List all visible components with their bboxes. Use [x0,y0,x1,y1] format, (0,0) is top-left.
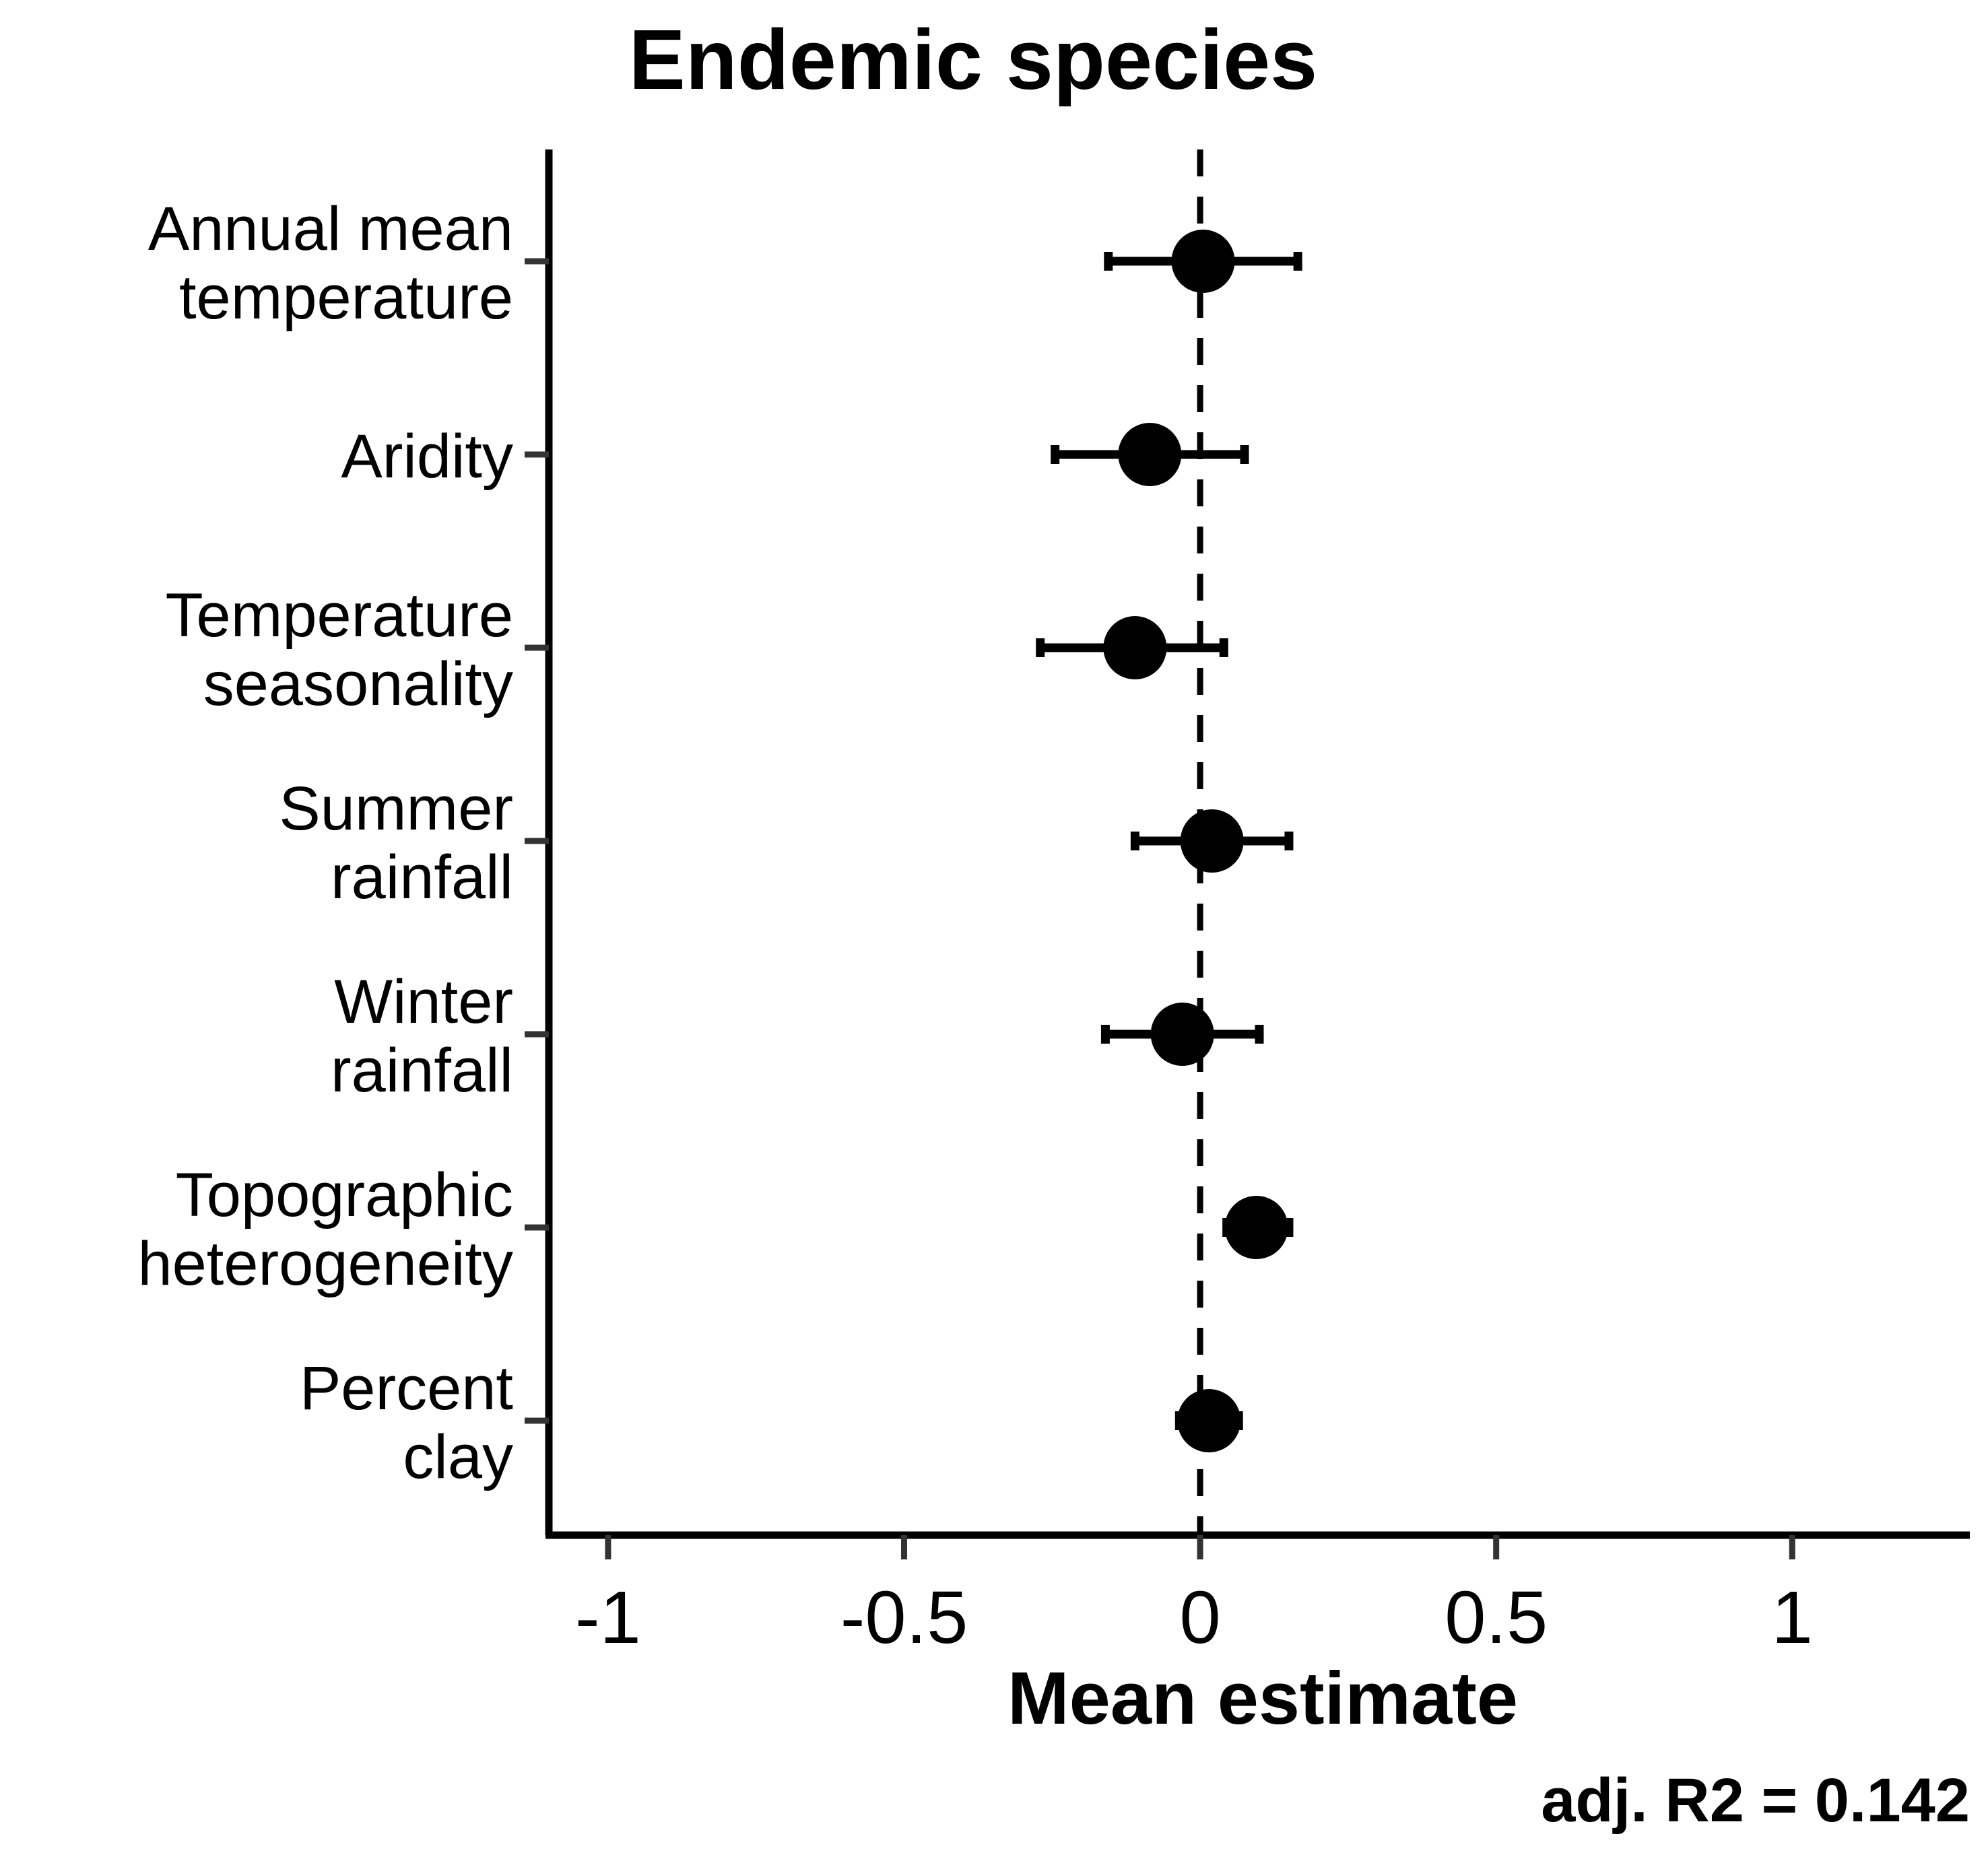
x-axis-label: Mean estimate [1007,1657,1518,1740]
y-category-label: heterogeneity [137,1229,513,1298]
estimate-point [1224,1196,1288,1259]
y-category-label: temperature [179,263,513,332]
x-tick-label: -0.5 [840,1576,968,1659]
chart-title: Endemic species [629,12,1318,107]
estimate-point [1177,1389,1241,1452]
y-category-label: rainfall [331,1036,513,1105]
estimate-point [1103,616,1167,679]
y-category-label: Winter [334,968,513,1036]
y-category-label: Aridity [341,422,513,491]
adj-r2-annotation: adj. R2 = 0.142 [1541,1766,1970,1835]
estimate-point [1180,809,1244,873]
estimate-point [1171,230,1235,293]
estimate-point [1118,423,1182,486]
x-tick-label: -1 [575,1576,641,1659]
y-category-label: Topographic [176,1161,513,1229]
estimate-point [1150,1003,1214,1066]
x-tick-label: 1 [1772,1576,1813,1659]
y-category-label: seasonality [203,650,513,718]
y-category-label: clay [403,1423,513,1491]
y-category-label: rainfall [331,843,513,912]
y-category-label: Percent [300,1354,513,1423]
y-category-label: Annual mean [148,195,513,263]
x-tick-label: 0.5 [1445,1576,1548,1659]
y-category-label: Temperature [166,581,513,650]
x-tick-label: 0 [1179,1576,1220,1659]
y-category-label: Summer [279,774,513,843]
